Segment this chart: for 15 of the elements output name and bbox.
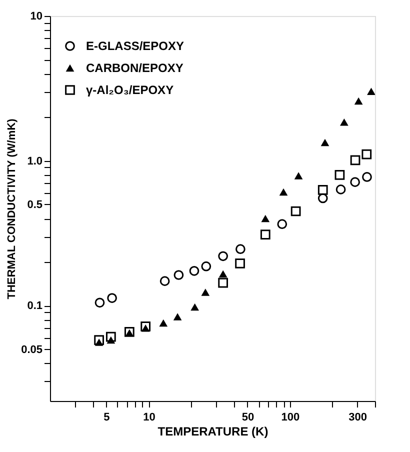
x-tick-label: 10 <box>143 412 156 424</box>
legend-label: γ-Al₂O₃/EPOXY <box>86 83 174 97</box>
y-tick-label: 0.05 <box>21 344 42 356</box>
y-axis-title: THERMAL CONDUCTIVITY (W/mK) <box>6 118 18 300</box>
y-tick-label: 0.5 <box>27 198 42 211</box>
y-tick-label: 1.0 <box>27 155 42 168</box>
legend-label: CARBON/EPOXY <box>86 61 184 75</box>
x-tick-label: 50 <box>242 412 254 424</box>
x-tick-label: 300 <box>348 412 368 424</box>
x-tick-label: 5 <box>104 412 110 424</box>
legend-label: E-GLASS/EPOXY <box>86 39 184 53</box>
x-axis-title: TEMPERATURE (K) <box>158 424 268 438</box>
y-tick-label: 0.1 <box>27 300 42 312</box>
x-tick-label: 100 <box>281 412 300 424</box>
y-tick-label: 10 <box>30 10 42 22</box>
